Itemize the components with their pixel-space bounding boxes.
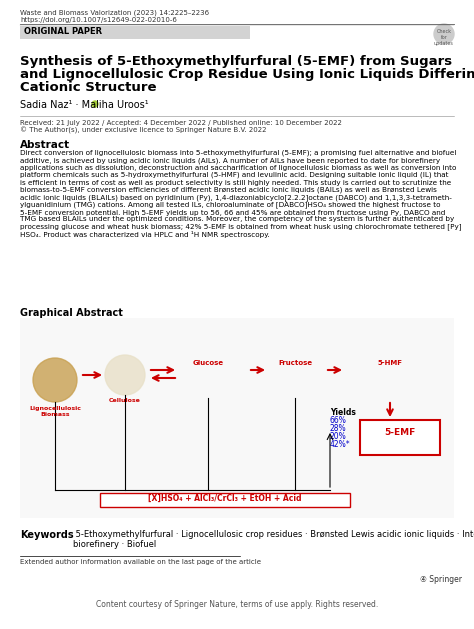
Text: 5-HMF: 5-HMF — [377, 360, 402, 366]
FancyBboxPatch shape — [360, 420, 440, 455]
Text: Extended author information available on the last page of the article: Extended author information available on… — [20, 559, 261, 565]
Text: https://doi.org/10.1007/s12649-022-02010-6: https://doi.org/10.1007/s12649-022-02010… — [20, 17, 177, 23]
Text: Yields: Yields — [330, 408, 356, 417]
Text: ORIGINAL PAPER: ORIGINAL PAPER — [24, 27, 102, 36]
Text: 5-Ethoxymethylfurfural · Lignocellulosic crop residues · Brønsted Lewis acidic i: 5-Ethoxymethylfurfural · Lignocellulosic… — [73, 530, 474, 549]
Text: Direct conversion of lignocellulosic biomass into 5-ethoxymethylfurfural (5-EMF): Direct conversion of lignocellulosic bio… — [20, 150, 462, 238]
Circle shape — [92, 101, 98, 107]
Text: Waste and Biomass Valorization (2023) 14:2225–2236: Waste and Biomass Valorization (2023) 14… — [20, 10, 209, 16]
Text: Lignocellulosic
Biomass: Lignocellulosic Biomass — [29, 406, 81, 417]
Text: Cationic Structure: Cationic Structure — [20, 81, 156, 94]
Circle shape — [105, 355, 145, 395]
Text: Fructose: Fructose — [278, 360, 312, 366]
Text: 42%*: 42%* — [330, 440, 351, 449]
FancyBboxPatch shape — [20, 26, 250, 39]
Text: Keywords: Keywords — [20, 530, 73, 540]
Text: Content courtesy of Springer Nature, terms of use apply. Rights reserved.: Content courtesy of Springer Nature, ter… — [96, 600, 378, 609]
Text: Synthesis of 5-Ethoxymethylfurfural (5-EMF) from Sugars: Synthesis of 5-Ethoxymethylfurfural (5-E… — [20, 55, 452, 68]
Text: Check
for
updates: Check for updates — [434, 29, 454, 45]
Text: 5-EMF: 5-EMF — [384, 428, 416, 437]
Text: ④ Springer: ④ Springer — [420, 575, 462, 584]
Text: 28%: 28% — [330, 424, 346, 433]
Text: © The Author(s), under exclusive licence to Springer Nature B.V. 2022: © The Author(s), under exclusive licence… — [20, 127, 266, 134]
Circle shape — [434, 24, 454, 44]
Text: Sadia Naz¹ · Maliha Uroos¹: Sadia Naz¹ · Maliha Uroos¹ — [20, 100, 149, 110]
Text: and Lignocellulosic Crop Residue Using Ionic Liquids Differing in Their: and Lignocellulosic Crop Residue Using I… — [20, 68, 474, 81]
Text: 66%: 66% — [330, 416, 347, 425]
Text: Abstract: Abstract — [20, 140, 70, 150]
Text: Graphical Abstract: Graphical Abstract — [20, 308, 123, 318]
Text: 20%: 20% — [330, 432, 347, 441]
FancyBboxPatch shape — [100, 493, 350, 507]
Text: Received: 21 July 2022 / Accepted: 4 December 2022 / Published online: 10 Decemb: Received: 21 July 2022 / Accepted: 4 Dec… — [20, 120, 342, 126]
Text: Cellulose: Cellulose — [109, 398, 141, 403]
Text: [X]HSO₄ + AlCl₃/CrCl₃ + EtOH + Acid: [X]HSO₄ + AlCl₃/CrCl₃ + EtOH + Acid — [148, 494, 302, 503]
Text: Glucose: Glucose — [192, 360, 224, 366]
Circle shape — [33, 358, 77, 402]
Bar — [20, 318, 454, 518]
